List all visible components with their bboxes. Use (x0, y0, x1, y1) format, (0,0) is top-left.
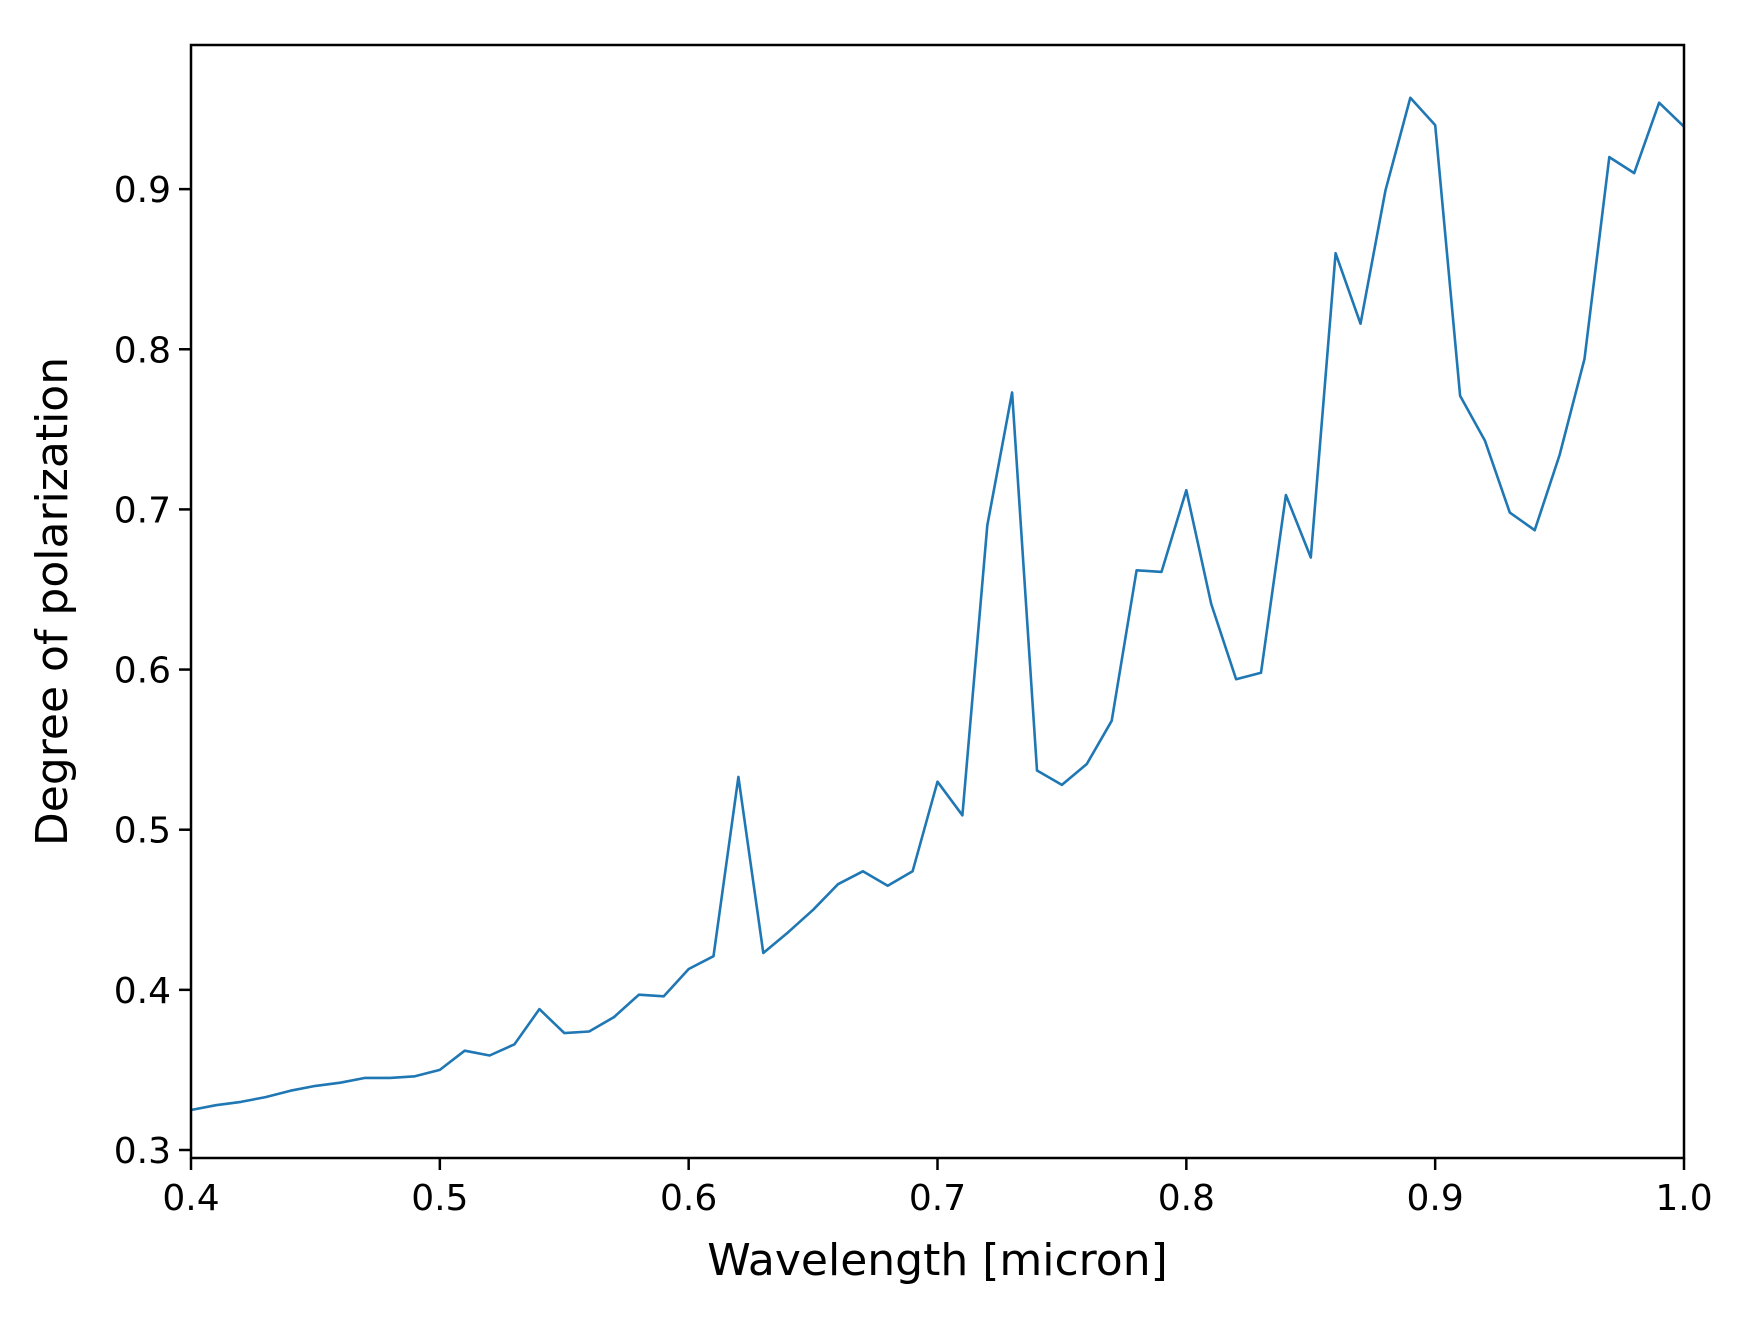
x-tick-label: 0.4 (162, 1178, 219, 1219)
y-tick-label: 0.8 (114, 330, 171, 371)
x-axis-ticks: 0.4 0.5 0.6 0.7 0.8 0.9 1.0 (162, 1158, 1713, 1219)
y-axis-label: Degree of polarization (27, 357, 78, 846)
y-tick-label: 0.6 (114, 651, 171, 692)
x-tick-label: 0.9 (1407, 1178, 1464, 1219)
x-tick-label: 1.0 (1655, 1178, 1712, 1219)
y-axis-ticks: 0.3 0.4 0.5 0.6 0.7 0.8 0.9 (114, 170, 191, 1172)
series-line (190, 96, 1685, 1112)
y-tick-label: 0.4 (114, 971, 171, 1012)
x-tick-label: 0.8 (1158, 1178, 1215, 1219)
y-tick-label: 0.5 (114, 811, 171, 852)
x-tick-label: 0.6 (660, 1178, 717, 1219)
y-tick-label: 0.7 (114, 490, 171, 531)
x-tick-label: 0.7 (909, 1178, 966, 1219)
x-tick-label: 0.5 (411, 1178, 468, 1219)
y-tick-label: 0.3 (114, 1131, 171, 1172)
series-layer (190, 96, 1685, 1112)
x-axis-label: Wavelength [micron] (707, 1235, 1168, 1286)
y-tick-label: 0.9 (114, 170, 171, 211)
plot-frame (189, 43, 1686, 1160)
